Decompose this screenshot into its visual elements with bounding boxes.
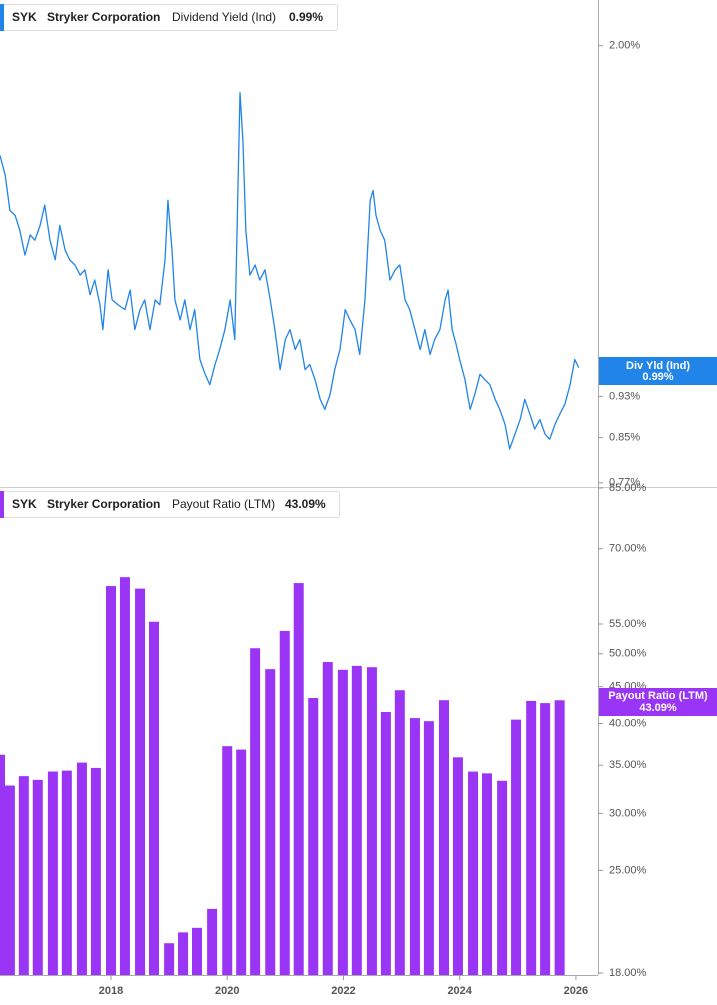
y-tick-label: 40.00% xyxy=(609,717,647,729)
x-tick-label: 2026 xyxy=(564,985,588,997)
metric: Dividend Yield (Ind) xyxy=(172,10,276,24)
line-series xyxy=(0,92,580,450)
bar xyxy=(452,757,463,975)
legend: SYK Stryker Corporation Payout Ratio (LT… xyxy=(0,491,340,518)
y-tick-label: 25.00% xyxy=(609,864,647,876)
x-tick-label: 2022 xyxy=(331,985,355,997)
metric: Payout Ratio (LTM) xyxy=(172,497,275,511)
bar xyxy=(293,583,304,975)
x-tick-label: 2020 xyxy=(215,985,239,997)
tag-label: Div Yld (Ind) xyxy=(626,360,690,372)
y-tick-label: 0.77% xyxy=(609,477,640,489)
y-tick-label: 0.85% xyxy=(609,431,640,443)
x-tick-label: 2024 xyxy=(447,985,472,997)
bar xyxy=(468,771,479,975)
bar xyxy=(337,669,348,975)
bar xyxy=(207,908,218,975)
company: Stryker Corporation xyxy=(47,10,160,24)
bar xyxy=(0,754,5,975)
last-value: 43.09% xyxy=(285,497,326,511)
ticker: SYK xyxy=(12,10,37,24)
company: Stryker Corporation xyxy=(47,497,160,511)
bar xyxy=(119,577,130,975)
legend: SYK Stryker Corporation Dividend Yield (… xyxy=(0,4,338,31)
bar xyxy=(366,667,377,975)
tag-box xyxy=(599,357,717,385)
bar xyxy=(192,927,203,975)
bar xyxy=(18,776,29,975)
bar xyxy=(149,621,160,975)
plot-area xyxy=(0,92,580,450)
tag-box xyxy=(599,688,717,716)
y-tick-label: 50.00% xyxy=(609,648,647,660)
last-value: 0.99% xyxy=(289,10,323,24)
bar xyxy=(265,669,276,975)
bar xyxy=(308,698,319,975)
value-tag: Div Yld (Ind) 0.99% xyxy=(599,357,717,385)
bar xyxy=(250,648,261,975)
bar xyxy=(76,762,87,975)
y-tick-label: 2.00% xyxy=(609,40,640,52)
bar xyxy=(279,630,290,975)
bar xyxy=(438,700,449,975)
bar xyxy=(409,718,420,975)
tag-value: 0.99% xyxy=(642,371,673,383)
bar xyxy=(554,700,565,975)
bar xyxy=(178,932,189,975)
bar xyxy=(322,662,333,975)
y-tick-label: 18.00% xyxy=(609,967,647,979)
bar xyxy=(236,749,247,975)
y-tick-label: 85.00% xyxy=(609,482,647,494)
bar xyxy=(164,943,175,975)
bar xyxy=(497,780,508,975)
bar xyxy=(423,721,434,975)
bar xyxy=(61,770,72,975)
ticker: SYK xyxy=(12,497,37,511)
y-tick-label: 70.00% xyxy=(609,543,647,555)
x-tick-label: 2018 xyxy=(99,985,123,997)
y-tick-label: 35.00% xyxy=(609,759,647,771)
bar xyxy=(135,588,146,975)
legend-swatch xyxy=(0,491,4,518)
y-tick-label: 55.00% xyxy=(609,618,647,630)
axes: 2.00% 0.93% 0.85% 0.77%85.00% 70.00% 55.00% 50… xyxy=(99,40,647,997)
plot-area xyxy=(0,577,565,975)
tag-value: 43.09% xyxy=(639,702,677,714)
legend-swatch xyxy=(0,4,4,31)
bar xyxy=(511,719,522,975)
bar xyxy=(394,690,405,975)
bar xyxy=(222,746,233,975)
bar xyxy=(540,703,551,975)
tag-label: Payout Ratio (LTM) xyxy=(608,690,708,702)
bar xyxy=(47,771,58,975)
y-tick-label: 0.93% xyxy=(609,390,640,402)
bar xyxy=(4,785,15,975)
bar xyxy=(482,773,493,975)
bar xyxy=(351,665,362,975)
y-tick-label: 30.00% xyxy=(609,807,647,819)
bar xyxy=(105,586,116,975)
bar xyxy=(32,779,43,975)
bar xyxy=(526,700,537,975)
bar xyxy=(380,712,391,975)
value-tag: Payout Ratio (LTM) 43.09% xyxy=(599,688,717,716)
bar xyxy=(90,767,101,975)
